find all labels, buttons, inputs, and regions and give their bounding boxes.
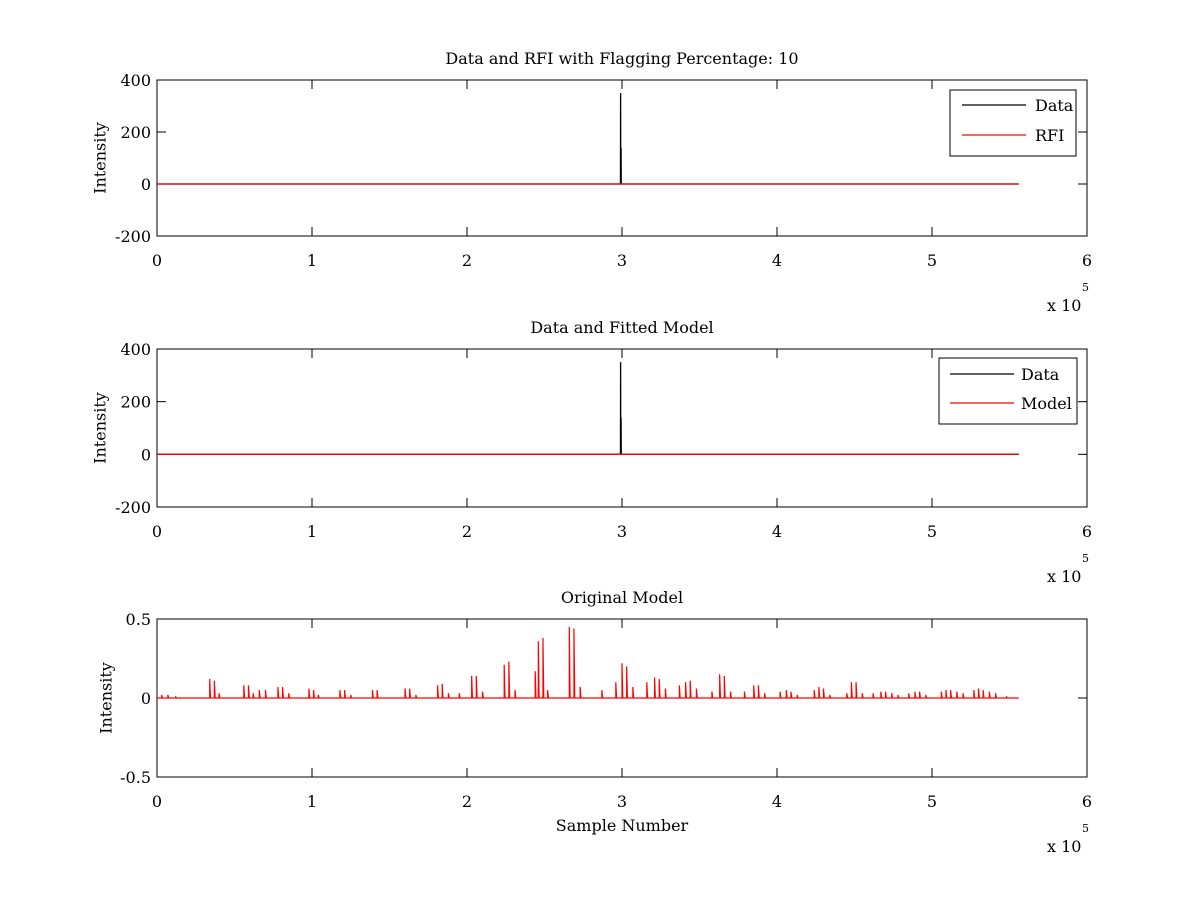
- chart1-title: Data and RFI with Flagging Percentage: 1…: [445, 49, 798, 68]
- chart3-x-exponent-label: x 10: [1047, 837, 1081, 856]
- chart3-series-0: [157, 626, 1019, 699]
- chart1-y-tick-label-1: 0: [141, 175, 151, 194]
- chart3-y-axis-label: Intensity: [97, 662, 116, 734]
- chart3-x-tick-label-3: 3: [617, 792, 627, 811]
- chart2-legend-label-0: Data: [1021, 365, 1060, 384]
- chart2-y-axis-label: Intensity: [91, 392, 110, 464]
- chart1-axes-box: [156, 79, 1088, 237]
- chart1-x-exponent-power: 5: [1082, 281, 1089, 294]
- chart2-title: Data and Fitted Model: [530, 318, 713, 337]
- chart2-x-exponent-power: 5: [1082, 552, 1089, 565]
- chart1-y-tick-label-3: 400: [120, 71, 151, 90]
- chart1-x-exponent-label: x 10: [1047, 296, 1081, 315]
- chart1-y-tick-label-2: 200: [120, 123, 151, 142]
- chart1-x-tick-label-4: 4: [772, 251, 782, 270]
- chart2-x-exponent-label: x 10: [1047, 567, 1081, 586]
- chart2-legend-box: [938, 357, 1078, 425]
- chart1-legend-box: [949, 89, 1077, 157]
- chart3-x-tick-label-4: 4: [772, 792, 782, 811]
- chart1-x-tick-label-3: 3: [617, 251, 627, 270]
- chart2-x-tick-label-3: 3: [617, 522, 627, 541]
- chart3-y-tick-label-2: 0.5: [126, 610, 151, 629]
- chart2-y-tick-label-1: 0: [141, 445, 151, 464]
- chart2-x-tick-label-5: 5: [927, 522, 937, 541]
- chart2-x-tick-label-1: 1: [307, 522, 317, 541]
- chart3-x-tick-label-2: 2: [462, 792, 472, 811]
- chart1-x-tick-label-1: 1: [307, 251, 317, 270]
- chart1-x-tick-label-2: 2: [462, 251, 472, 270]
- chart3-x-exponent-power: 5: [1082, 822, 1089, 835]
- chart2-axes-box: [156, 348, 1088, 508]
- chart2-x-tick-label-4: 4: [772, 522, 782, 541]
- chart1-x-tick-label-5: 5: [927, 251, 937, 270]
- chart1-legend-label-1: RFI: [1035, 126, 1064, 145]
- chart2-y-tick-label-3: 400: [120, 340, 151, 359]
- chart2-y-tick-label-2: 200: [120, 393, 151, 412]
- chart1-x-tick-label-0: 0: [152, 251, 162, 270]
- chart2-legend-label-1: Model: [1021, 394, 1072, 413]
- chart2-x-tick-label-6: 6: [1082, 522, 1092, 541]
- chart3-title: Original Model: [561, 588, 683, 607]
- chart3-y-tick-label-1: 0: [141, 689, 151, 708]
- chart1-x-tick-label-6: 6: [1082, 251, 1092, 270]
- chart1-y-tick-label-0: -200: [115, 227, 151, 246]
- chart2-x-tick-label-2: 2: [462, 522, 472, 541]
- chart3-x-tick-label-1: 1: [307, 792, 317, 811]
- chart3-x-tick-label-0: 0: [152, 792, 162, 811]
- chart2-x-tick-label-0: 0: [152, 522, 162, 541]
- chart3-x-tick-label-5: 5: [927, 792, 937, 811]
- chart3-x-tick-label-6: 6: [1082, 792, 1092, 811]
- chart3-y-tick-label-0: -0.5: [120, 768, 151, 787]
- chart1-legend-label-0: Data: [1035, 96, 1074, 115]
- chart3-x-axis-label: Sample Number: [556, 816, 689, 835]
- chart1-y-axis-label: Intensity: [91, 122, 110, 194]
- chart2-y-tick-label-0: -200: [115, 498, 151, 517]
